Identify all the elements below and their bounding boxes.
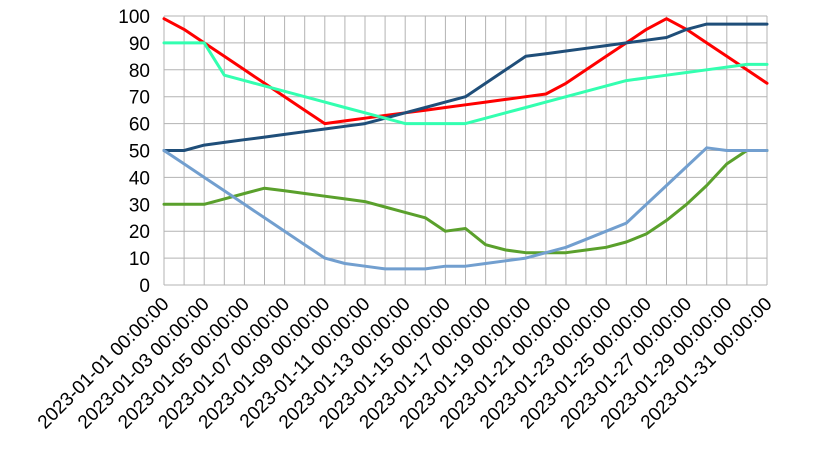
series-line-2 xyxy=(162,22,769,152)
y-tick-label: 80 xyxy=(129,61,150,82)
series-line-4 xyxy=(162,149,769,255)
y-tick-label: 70 xyxy=(129,88,150,109)
y-tick-label: 50 xyxy=(129,142,150,163)
y-tick-label: 100 xyxy=(118,7,150,28)
y-tick-label: 20 xyxy=(129,222,150,243)
y-tick-label: 30 xyxy=(129,195,150,216)
grid xyxy=(163,15,768,286)
y-tick-label: 60 xyxy=(129,115,150,136)
y-tick-label: 90 xyxy=(129,34,150,55)
y-tick-label: 40 xyxy=(129,168,150,189)
y-tick-label: 0 xyxy=(139,276,150,297)
y-axis-tick-labels: 0 10 20 30 40 50 60 70 80 90 100 xyxy=(118,7,150,297)
series-lines xyxy=(162,17,769,271)
series-line-3 xyxy=(162,41,769,126)
y-tick-label: 10 xyxy=(129,249,150,270)
series-line-1 xyxy=(162,17,769,126)
series-line-5 xyxy=(162,146,769,271)
